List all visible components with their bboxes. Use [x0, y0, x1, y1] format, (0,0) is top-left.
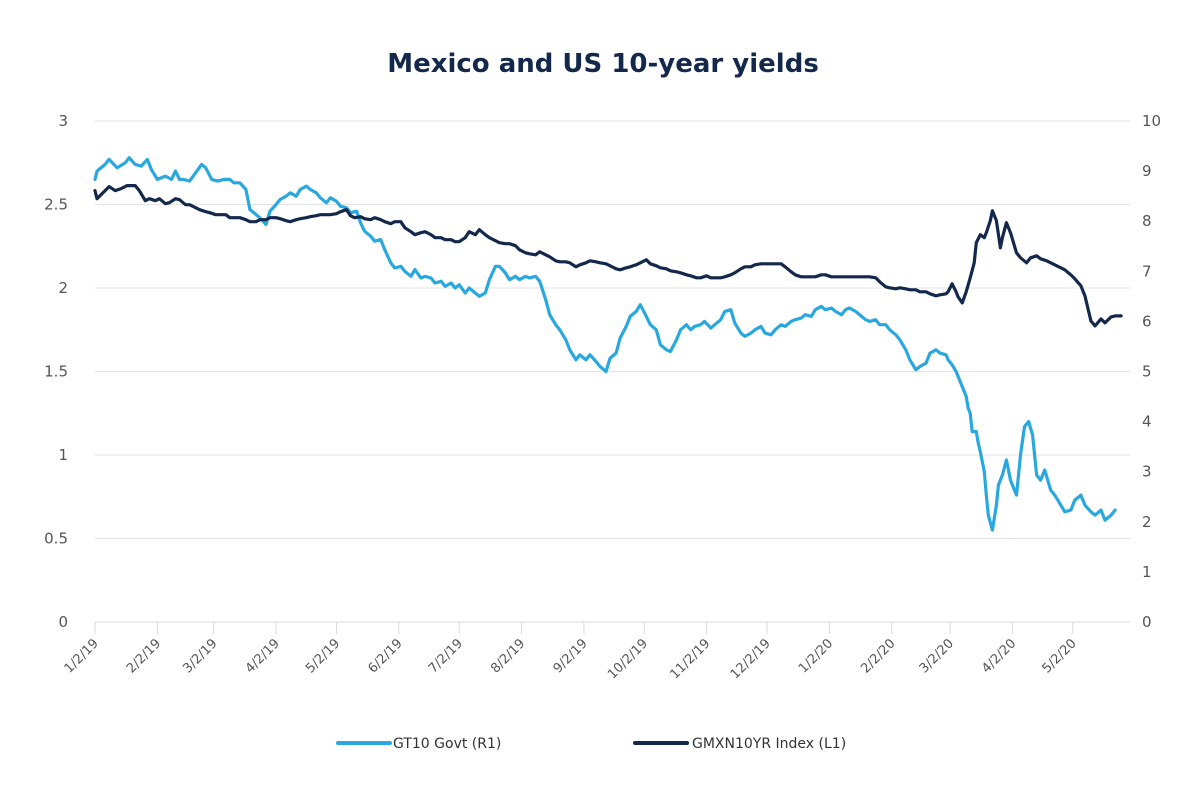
series-line-gt10 [93, 156, 1117, 532]
left-y-tick-label: 1 [58, 446, 68, 464]
chart-title: Mexico and US 10-year yields [387, 49, 819, 79]
left-y-tick-label: 2.5 [44, 196, 68, 214]
x-tick-label: 1/2/20 [796, 636, 836, 676]
right-y-tick-label: 0 [1142, 613, 1152, 631]
right-y-tick-label: 10 [1142, 112, 1161, 130]
x-tick-label: 3/2/19 [180, 636, 220, 676]
series-lines [93, 156, 1123, 532]
left-y-tick-label: 1.5 [44, 363, 68, 381]
x-tick-label: 9/2/19 [551, 636, 591, 676]
x-tick-label: 2/2/19 [124, 636, 164, 676]
left-y-tick-label: 0 [58, 613, 68, 631]
x-tick-label: 8/2/19 [488, 636, 528, 676]
right-y-tick-label: 4 [1142, 413, 1152, 431]
x-tick-label: 10/2/19 [605, 636, 651, 682]
right-y-tick-label: 8 [1142, 212, 1152, 230]
x-tick-label: 5/2/20 [1039, 636, 1079, 676]
x-tick-label: 1/2/19 [62, 636, 102, 676]
right-y-tick-label: 6 [1142, 312, 1152, 330]
x-tick-label: 4/2/19 [243, 636, 283, 676]
right-y-tick-label: 2 [1142, 513, 1152, 531]
x-tick-label: 2/2/20 [858, 636, 898, 676]
x-tick-label: 4/2/20 [979, 636, 1019, 676]
legend-label: GT10 Govt (R1) [393, 736, 501, 752]
left-y-tick-label: 3 [58, 112, 68, 130]
legend-label: GMXN10YR Index (L1) [692, 736, 846, 752]
legend: GT10 Govt (R1) GMXN10YR Index (L1) [336, 736, 846, 752]
series-line-gmxn10yr [93, 184, 1123, 328]
gridlines [95, 120, 1130, 623]
x-tick-label: 12/2/19 [728, 636, 774, 682]
x-tick-label: 7/2/19 [426, 636, 466, 676]
left-y-tick-label: 0.5 [44, 530, 68, 548]
right-y-tick-label: 1 [1142, 563, 1152, 581]
x-tick-label: 3/2/20 [917, 636, 957, 676]
right-y-tick-label: 7 [1142, 262, 1152, 280]
left-y-tick-label: 2 [58, 279, 68, 297]
x-tick-label: 6/2/19 [365, 636, 405, 676]
left-y-axis: 0 0.5 1 1.5 2 2.5 3 [44, 112, 68, 631]
x-tick-label: 11/2/19 [667, 636, 713, 682]
x-tick-label: 5/2/19 [303, 636, 343, 676]
x-axis: 1/2/19 2/2/19 3/2/19 4/2/19 5/2/19 6/2/19 7/2/… [62, 621, 1130, 682]
right-y-tick-label: 3 [1142, 463, 1152, 481]
right-y-axis: 0 1 2 3 4 5 6 7 8 9 10 [1142, 112, 1161, 631]
right-y-tick-label: 9 [1142, 162, 1152, 180]
right-y-tick-label: 5 [1142, 363, 1152, 381]
